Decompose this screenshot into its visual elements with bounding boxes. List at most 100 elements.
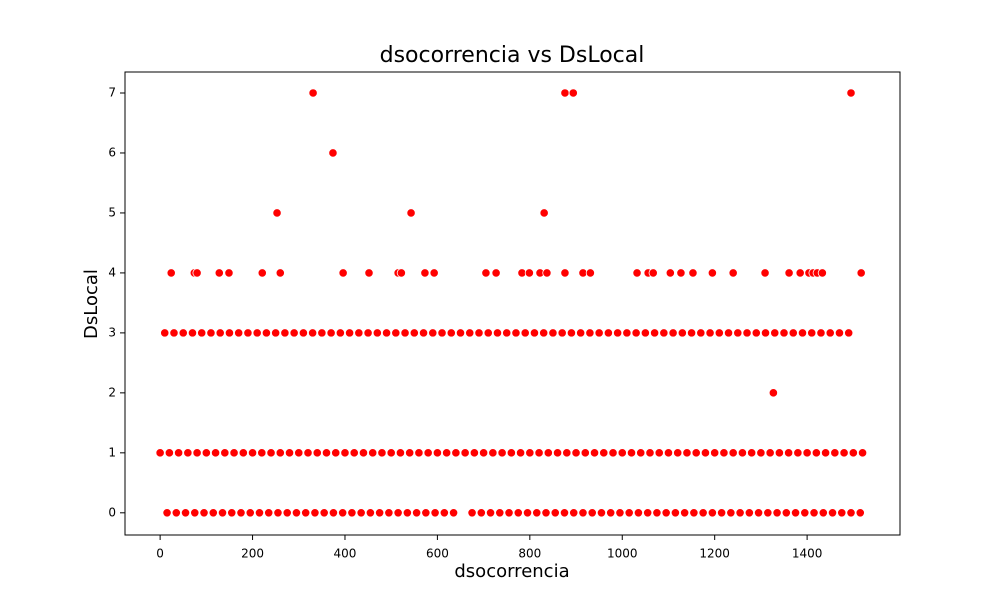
scatter-point [308, 88, 318, 98]
scatter-point [714, 328, 724, 338]
scatter-point [375, 508, 385, 518]
scatter-point [312, 448, 322, 458]
scatter-point [622, 328, 632, 338]
y-tick-label: 6 [108, 145, 116, 159]
scatter-point [587, 508, 597, 518]
scatter-point [795, 268, 805, 278]
scatter-point [247, 448, 258, 458]
scatter-point [344, 328, 355, 338]
scatter-point [395, 448, 406, 458]
scatter-point [291, 508, 302, 518]
y-tick-label: 7 [108, 85, 116, 99]
scatter-point [576, 328, 586, 338]
scatter-point [506, 448, 516, 458]
scatter-point [372, 328, 382, 338]
scatter-point [432, 448, 443, 458]
scatter-point [418, 328, 429, 338]
scatter-point [774, 448, 784, 458]
y-tick-label: 5 [108, 205, 116, 219]
scatter-point [206, 328, 216, 338]
scatter-point [742, 328, 752, 338]
scatter-point [522, 508, 533, 518]
scatter-point [497, 448, 507, 458]
y-tick-label: 0 [108, 505, 116, 519]
scatter-point [174, 448, 184, 458]
scatter-point [717, 508, 727, 518]
scatter-point [476, 508, 486, 518]
axes-frame [124, 71, 901, 536]
scatter-point [439, 508, 449, 518]
scatter-point [807, 328, 817, 338]
scatter-point [580, 448, 590, 458]
scatter-point [227, 508, 237, 518]
scatter-point [705, 328, 715, 338]
scatter-point [643, 508, 653, 518]
scatter-point [790, 508, 801, 518]
scatter-point [659, 328, 669, 338]
scatter-point [676, 268, 686, 278]
scatter-point [617, 448, 627, 458]
scatter-point [396, 268, 406, 278]
scatter-point [562, 448, 572, 458]
scatter-point [236, 508, 246, 518]
scatter-point [632, 268, 642, 278]
scatter-point [515, 448, 526, 458]
scatter-point [696, 328, 706, 338]
scatter-point [784, 268, 794, 278]
scatter-point [830, 448, 840, 458]
scatter-point [406, 208, 416, 218]
scatter-point [827, 508, 838, 518]
scatter-point [488, 448, 498, 458]
scatter-point [689, 508, 699, 518]
scatter-point [377, 448, 387, 458]
scatter-point [257, 268, 267, 278]
scatter-point [234, 328, 244, 338]
scatter-point [400, 328, 410, 338]
scatter-point [682, 448, 692, 458]
scatter-point [460, 448, 470, 458]
scatter-point [421, 508, 431, 518]
scatter-point [539, 208, 549, 218]
scatter-point [414, 448, 424, 458]
scatter-point [326, 328, 336, 338]
scatter-point [677, 328, 687, 338]
scatter-point [784, 448, 794, 458]
scatter-point [756, 448, 766, 458]
scatter-point [707, 268, 717, 278]
scatter-point [215, 328, 225, 338]
scatter-point [364, 268, 374, 278]
scatter-point [800, 508, 810, 518]
scatter-point [442, 448, 452, 458]
scatter-point [661, 508, 671, 518]
scatter-point [495, 508, 505, 518]
scatter-point [719, 448, 729, 458]
scatter-point [338, 508, 348, 518]
scatter-point [197, 328, 207, 338]
scatter-point [559, 508, 570, 518]
scatter-point [335, 328, 345, 338]
scatter-point [210, 448, 221, 458]
scatter-point [423, 448, 433, 458]
scatter-point [358, 448, 369, 458]
x-tick-label: 800 [518, 547, 541, 561]
y-tick-label: 3 [108, 325, 116, 339]
scatter-point [266, 448, 276, 458]
plot-area [155, 88, 868, 518]
scatter-point [272, 208, 282, 218]
scatter-point [788, 328, 798, 338]
scatter-point [557, 328, 567, 338]
y-axis-label: DsLocal [81, 269, 102, 339]
scatter-point [201, 448, 211, 458]
scatter-point [596, 508, 607, 518]
x-tick-label: 200 [241, 547, 264, 561]
scatter-point [485, 508, 496, 518]
scatter-point [809, 508, 819, 518]
scatter-point [257, 448, 267, 458]
scatter-point [550, 508, 560, 518]
scatter-point [710, 448, 720, 458]
scatter-point [680, 508, 690, 518]
scatter-point [857, 448, 868, 458]
scatter-point [208, 508, 218, 518]
